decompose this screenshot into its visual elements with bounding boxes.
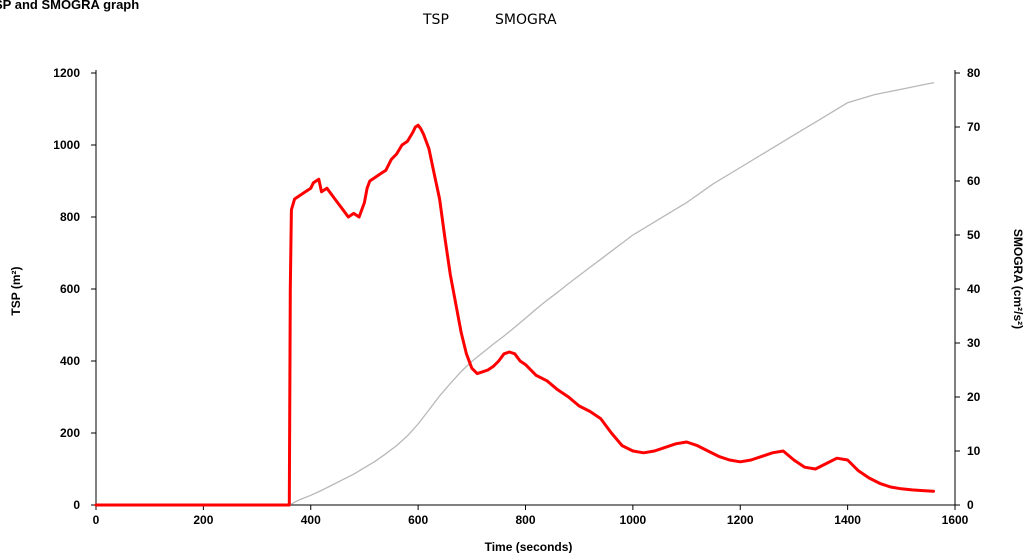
y-tick-label-right: 10 [967, 444, 981, 458]
x-tick-label: 1400 [834, 513, 861, 527]
y-tick-label-left: 200 [60, 426, 80, 440]
y-tick-label-right: 50 [967, 228, 981, 242]
x-tick-label: 1200 [727, 513, 754, 527]
x-tick-label: 1600 [942, 513, 969, 527]
x-tick-label: 400 [301, 513, 321, 527]
y-tick-label-right: 20 [967, 390, 981, 404]
series-layer [94, 82, 935, 507]
y-tick-label-right: 40 [967, 282, 981, 296]
y-tick-label-left: 800 [60, 210, 80, 224]
chart-title: SP and SMOGRA graph [0, 0, 140, 12]
x-tick-label: 200 [193, 513, 213, 527]
y-axis-label-left: TSP (m²) [9, 266, 23, 315]
y-tick-label-left: 400 [60, 354, 80, 368]
y-tick-label-left: 0 [73, 498, 80, 512]
chart-ticks: 0 200 400 600 800 1000 1200 1400 160002004006008… [53, 66, 980, 527]
x-tick-label: 600 [408, 513, 428, 527]
chart-legend: TSP SMOGRA [0, 12, 1032, 34]
y-tick-label-right: 30 [967, 336, 981, 350]
series-smogra-line [95, 82, 935, 506]
y-tick-label-right: 80 [967, 66, 981, 80]
y-tick-label-left: 600 [60, 282, 80, 296]
legend-item-smogra: SMOGRA [495, 12, 557, 28]
y-tick-label-left: 1000 [53, 138, 80, 152]
y-tick-label-left: 1200 [53, 66, 80, 80]
y-tick-label-right: 0 [967, 498, 974, 512]
y-axis-label-right: SMOGRA (cm²/s²) [1011, 229, 1025, 329]
x-tick-label: 1000 [620, 513, 647, 527]
chart-axes [95, 70, 956, 506]
legend-item-tsp: TSP [423, 12, 449, 28]
y-tick-label-right: 60 [967, 174, 981, 188]
series-tsp-line [94, 123, 935, 507]
y-tick-label-right: 70 [967, 120, 981, 134]
x-tick-label: 0 [93, 513, 100, 527]
x-axis-label: Time (seconds) [485, 540, 573, 553]
x-tick-label: 800 [515, 513, 535, 527]
